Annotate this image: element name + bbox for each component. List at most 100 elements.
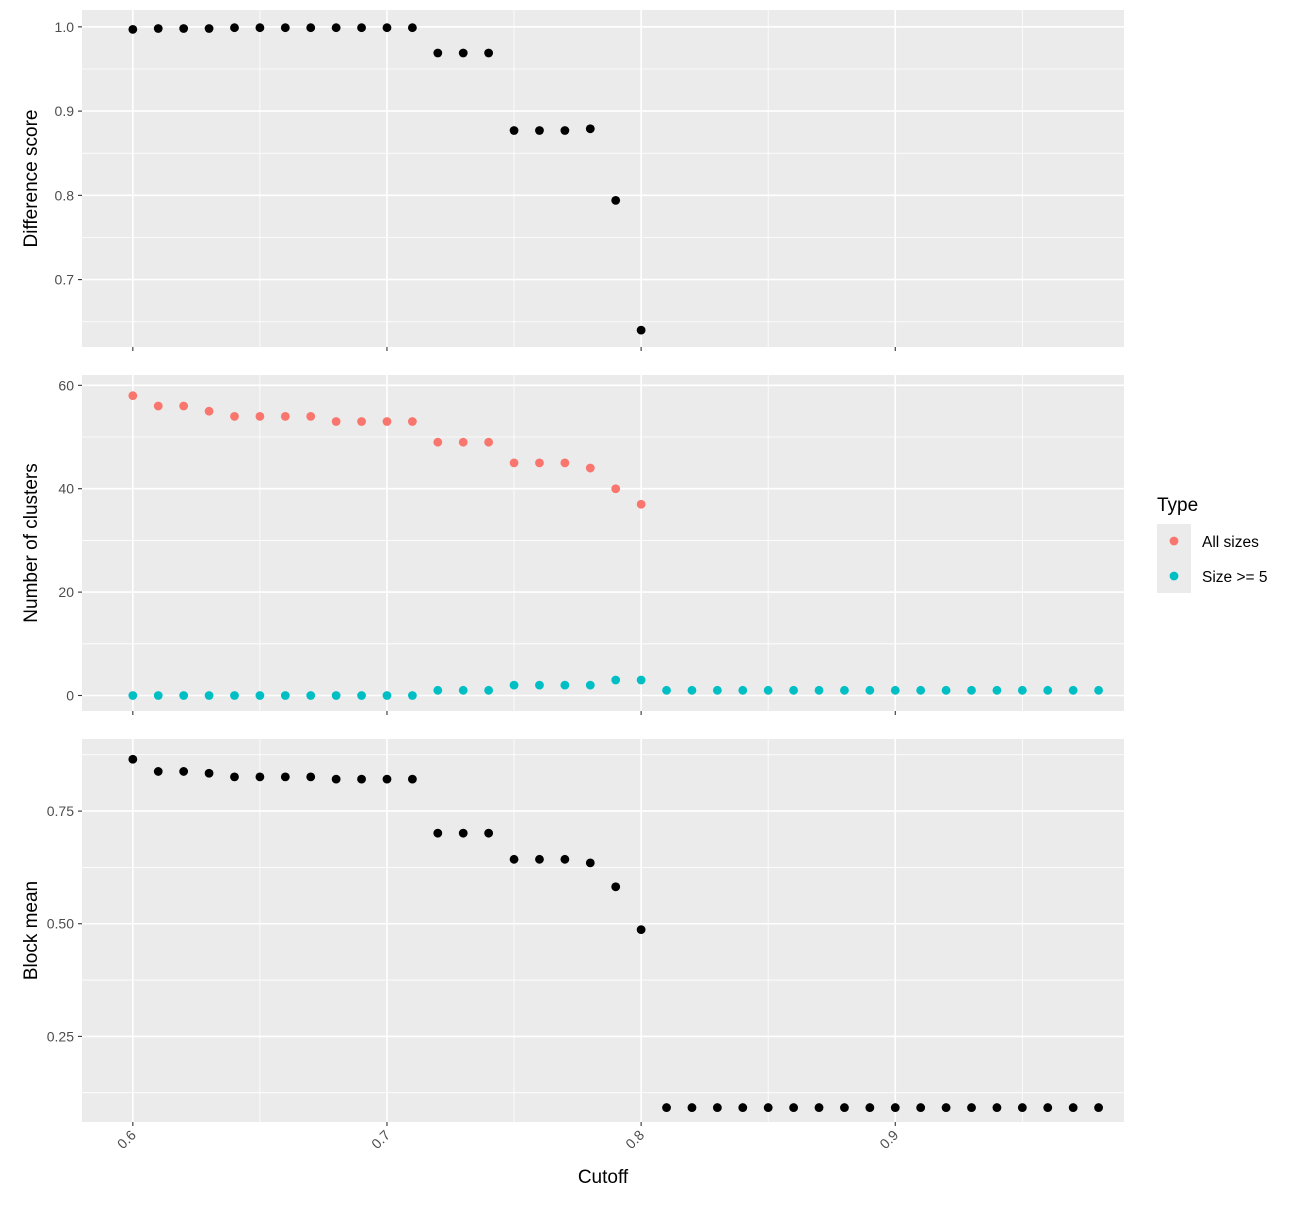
data-point [814, 685, 824, 695]
y-axis-title: Block mean [21, 881, 42, 980]
data-point [1094, 1103, 1103, 1112]
data-point [941, 685, 951, 695]
data-point [636, 499, 646, 509]
data-point [280, 691, 290, 700]
data-point [1017, 685, 1027, 695]
panels-layer: 0.7 0.8 0.9 1.0 Difference score 0 20 40 60 Numbe… [21, 10, 1124, 1152]
data-point [738, 1103, 748, 1112]
data-point [1043, 1103, 1053, 1112]
data-point [306, 772, 316, 782]
panel-3: 0.25 0.50 0.75 0.6 0.7 0.8 0.9 Block mean [21, 739, 1124, 1152]
data-point [560, 854, 570, 864]
data-point [890, 1103, 900, 1112]
data-point [967, 1103, 976, 1112]
data-point [967, 685, 976, 695]
data-point [230, 23, 239, 33]
data-point [585, 463, 595, 473]
data-point [662, 1103, 671, 1112]
data-point [611, 882, 621, 892]
data-point [407, 691, 417, 700]
y-tick-label: 0.25 [47, 1028, 74, 1044]
data-point [687, 685, 697, 695]
panel-background [82, 10, 1124, 347]
panel-1: 0.7 0.8 0.9 1.0 Difference score [21, 10, 1124, 351]
data-point [128, 391, 138, 401]
data-point [179, 401, 189, 411]
data-point [280, 411, 290, 421]
series-1 [128, 23, 646, 335]
data-point [280, 23, 290, 33]
data-point [560, 126, 570, 135]
data-point [890, 685, 900, 695]
data-point [382, 774, 392, 784]
data-point [382, 417, 392, 426]
data-point [1017, 1103, 1027, 1112]
data-point [433, 48, 443, 58]
data-point [712, 685, 722, 695]
legend-key [1169, 536, 1179, 546]
data-point [382, 691, 392, 700]
series-2 [128, 675, 1103, 700]
data-point [230, 411, 239, 421]
data-point [331, 23, 341, 33]
data-point [128, 691, 138, 700]
legend: Type All sizes Size >= 5 [1157, 495, 1268, 593]
data-point [992, 685, 1002, 695]
data-point [407, 417, 417, 426]
x-tick-label: 0.6 [114, 1127, 139, 1152]
data-point [535, 680, 544, 690]
data-point [204, 24, 214, 33]
data-point [916, 1103, 926, 1112]
data-point [840, 1103, 849, 1112]
y-tick-label: 20 [58, 584, 74, 600]
data-point [535, 854, 544, 864]
data-point [941, 1103, 951, 1112]
data-point [407, 23, 417, 33]
data-point [1068, 1103, 1078, 1112]
data-point [636, 325, 646, 335]
data-point [357, 691, 366, 700]
data-point [306, 691, 316, 700]
y-tick-label: 1.0 [55, 19, 75, 35]
data-point [763, 685, 773, 695]
series-1 [128, 391, 646, 509]
data-point [585, 858, 595, 868]
data-point [840, 685, 849, 695]
data-point [636, 925, 646, 934]
data-point [433, 437, 443, 447]
data-point [865, 685, 875, 695]
data-point [458, 685, 468, 695]
legend-key [1169, 571, 1179, 581]
data-point [611, 484, 621, 494]
data-point [992, 1103, 1002, 1112]
data-point [484, 437, 494, 447]
data-point [509, 126, 519, 135]
data-point [382, 23, 392, 33]
legend-key-background [1157, 524, 1191, 593]
y-tick-label: 60 [58, 377, 74, 393]
data-point [357, 23, 366, 33]
data-point [509, 680, 519, 690]
y-tick-label: 0 [66, 687, 74, 703]
data-point [153, 691, 163, 700]
y-axis-title: Difference score [21, 110, 42, 248]
x-tick-label: 0.8 [622, 1127, 647, 1152]
data-point [535, 126, 544, 135]
data-point [585, 124, 595, 134]
data-point [738, 685, 748, 695]
data-point [306, 23, 316, 33]
y-tick-label: 0.8 [55, 187, 75, 203]
y-axis-title: Number of clusters [21, 463, 42, 622]
data-point [611, 675, 621, 685]
y-tick-label: 0.75 [47, 803, 74, 819]
data-point [407, 774, 417, 784]
data-point [662, 685, 671, 695]
data-point [611, 196, 621, 205]
x-tick-label: 0.9 [876, 1127, 901, 1152]
data-point [712, 1103, 722, 1112]
y-tick-label: 0.9 [55, 103, 75, 119]
data-point [484, 685, 494, 695]
data-point [179, 691, 189, 700]
data-point [230, 691, 239, 700]
